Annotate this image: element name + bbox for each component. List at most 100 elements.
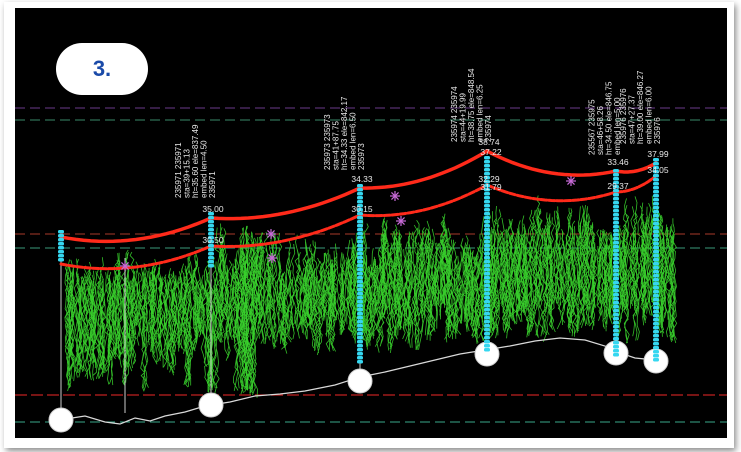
pole-segment [613,353,619,357]
pole-segment [653,250,659,254]
pole-segment [613,341,619,345]
pole-segment [613,185,619,189]
pole-segment [357,348,363,352]
pole-segment [357,264,363,268]
vegetation-strand [224,260,233,361]
pole-marker[interactable] [613,169,619,357]
vegetation-strand [552,206,561,307]
pole-segment [484,332,490,336]
pole-segment [653,234,659,238]
pole-segment [653,230,659,234]
pole-segment [357,220,363,224]
pole-segment [58,230,64,234]
pole-segment [653,226,659,230]
pole-base-circle[interactable] [48,407,74,433]
pole-segment [484,288,490,292]
pole-segment [357,336,363,340]
pole-marker[interactable] [357,184,363,364]
pole-segment [653,334,659,338]
attachment-star-icon[interactable] [266,229,276,239]
vegetation-strand [381,217,388,318]
pole-segment [653,242,659,246]
pole-info-line: 235971 [208,171,217,198]
pole-segment [484,256,490,260]
vegetation-strand [452,256,462,335]
pole-segment [653,350,659,354]
pole-segment [58,246,64,250]
pole-segment [484,176,490,180]
pole-info-line: embed len=6.25 [476,84,485,142]
pole-segment [613,253,619,257]
pole-segment [653,270,659,274]
pole-segment [484,228,490,232]
pole-segment [484,248,490,252]
vegetation-strand [548,241,556,333]
pole-segment [484,348,490,352]
vegetation-strand [331,243,340,321]
pole-segment [208,220,214,224]
pole-segment [613,229,619,233]
pole-segment [653,254,659,258]
pole-segment [653,274,659,278]
lower-conductor-span [485,183,618,203]
step-badge-label: 3. [92,56,112,81]
pole-segment [357,292,363,296]
pole-info-line: 235974 [484,115,493,142]
attachment-star-icon[interactable] [267,253,277,263]
attachment-star-icon[interactable] [120,261,130,271]
vegetation-strand [131,261,140,340]
pole-segment [357,208,363,212]
pole-segment [613,325,619,329]
pole-segment [613,297,619,301]
pole-marker[interactable] [208,212,214,268]
pole-info-line: 235973 235973 [323,114,332,170]
vegetation-strand [461,235,472,323]
pole-marker[interactable] [653,158,659,362]
vegetation-strand [166,271,177,376]
pole-segment [357,360,363,364]
pole-lower-value: 34.05 [647,165,669,175]
pole-segment [653,290,659,294]
vegetation-strand [101,270,112,372]
pole-segment [484,268,490,272]
pole-segment [357,276,363,280]
pole-base-circle[interactable] [347,368,373,394]
attachment-star-icon[interactable] [396,216,406,226]
pole-segment [653,294,659,298]
pole-upper-value: 38.74 [478,137,500,147]
pole-upper-value: 34.33 [351,174,373,184]
pole-segment [484,200,490,204]
pole-segment [357,300,363,304]
pole-info-line: ht=35.60 ele=837.49 [191,124,200,198]
pole-lower-value: 29.37 [607,181,629,191]
pole-info-line: embed len=6.50 [349,112,358,170]
vegetation-strand [254,237,265,325]
pole-segment [357,332,363,336]
pole-segment [357,244,363,248]
pole-segment [357,328,363,332]
pole-segment [357,252,363,256]
pole-info-line: 235973 [357,143,366,170]
pole-segment [484,216,490,220]
pole-info-line: sta=46+58.26 [596,106,605,155]
pole-segment [613,249,619,253]
pole-segment [357,256,363,260]
pole-info-line: 235976 [653,117,662,144]
pole-segment [357,224,363,228]
pole-segment [613,225,619,229]
pole-marker[interactable] [484,156,490,352]
pole-marker[interactable] [58,230,64,262]
vegetation-strand [188,252,199,356]
pole-base-circle[interactable] [198,392,224,418]
pole-segment [613,273,619,277]
pole-segment [357,188,363,192]
pole-segment [484,220,490,224]
pole-segment [484,236,490,240]
pole-segment [58,258,64,262]
pole-segment [484,212,490,216]
pole-segment [208,236,214,240]
pole-segment [357,248,363,252]
vegetation-strand [142,263,154,334]
attachment-star-icon[interactable] [566,176,576,186]
attachment-star-icon[interactable] [390,191,400,201]
